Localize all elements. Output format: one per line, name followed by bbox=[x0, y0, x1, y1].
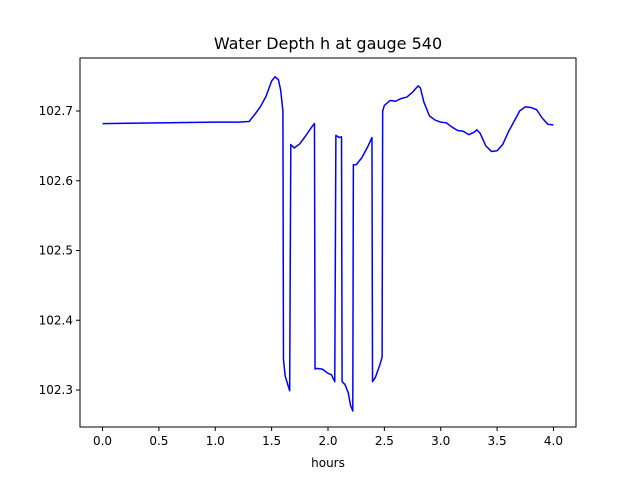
plot-area bbox=[102, 76, 554, 412]
x-tick-label: 4.0 bbox=[544, 434, 563, 448]
y-tick-label: 102.4 bbox=[39, 313, 73, 327]
x-tick-label: 3.0 bbox=[431, 434, 450, 448]
x-tick-label: 2.0 bbox=[318, 434, 337, 448]
x-axis: 0.0 0.5 1.0 1.5 2.0 2.5 3.0 3.5 4.0 bbox=[93, 427, 563, 448]
y-tick-label: 102.3 bbox=[39, 383, 73, 397]
x-tick-label: 0.0 bbox=[93, 434, 112, 448]
x-tick-label: 1.0 bbox=[206, 434, 225, 448]
y-tick-label: 102.7 bbox=[39, 104, 73, 118]
chart-title: Water Depth h at gauge 540 bbox=[214, 34, 442, 53]
series-line-0 bbox=[102, 76, 554, 412]
plot-frame bbox=[79, 57, 577, 428]
y-axis: 102.3 102.4 102.5 102.6 102.7 bbox=[39, 104, 80, 397]
x-tick-label: 2.5 bbox=[375, 434, 394, 448]
x-tick-label: 3.5 bbox=[488, 434, 507, 448]
x-tick-label: 1.5 bbox=[262, 434, 281, 448]
x-axis-label: hours bbox=[311, 456, 345, 470]
x-tick-label: 0.5 bbox=[149, 434, 168, 448]
y-tick-label: 102.5 bbox=[39, 244, 73, 258]
y-tick-label: 102.6 bbox=[39, 174, 73, 188]
